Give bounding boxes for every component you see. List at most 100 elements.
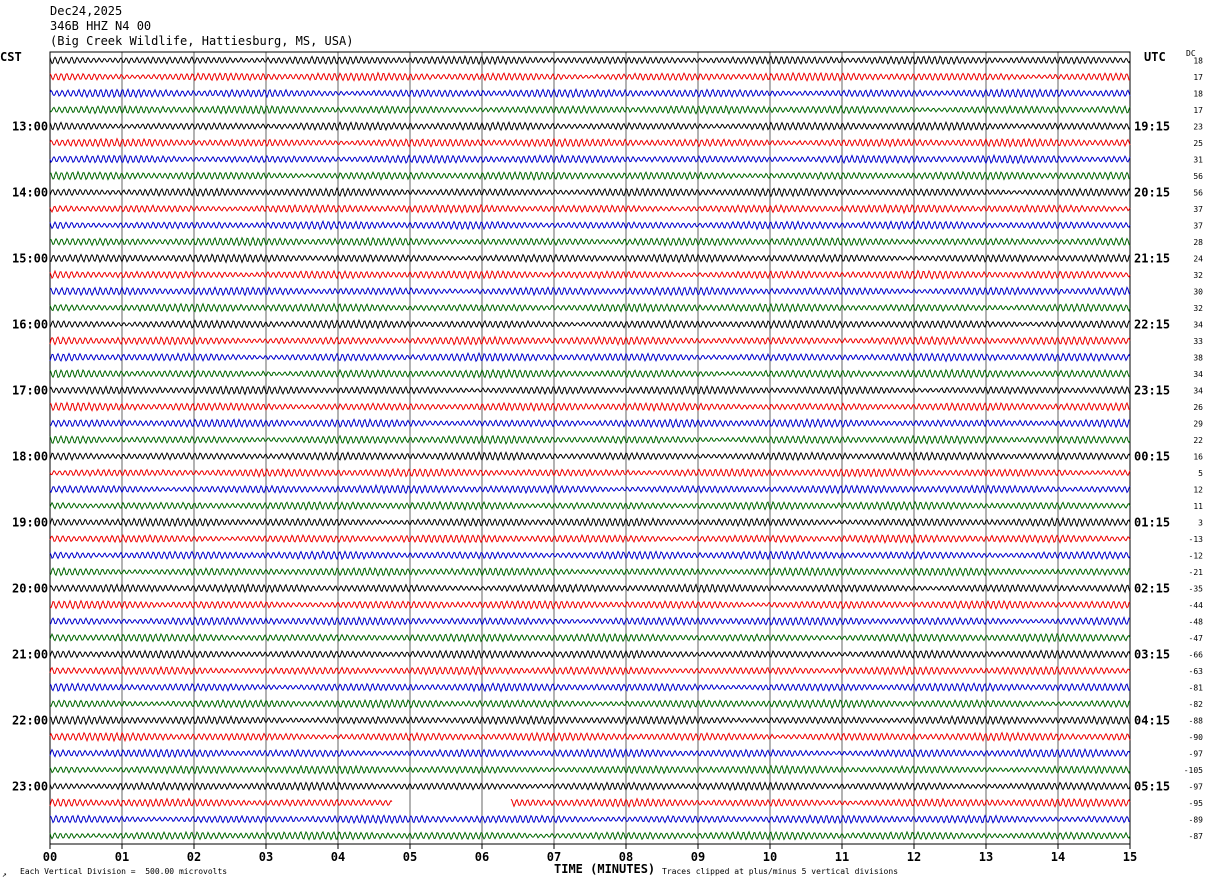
seismic-trace [49,236,1131,247]
seismic-trace [49,632,1131,644]
seismic-trace [49,153,1131,165]
x-tick-label: 04 [331,850,345,864]
x-tick-label: 07 [547,850,561,864]
dc-value: -97 [1189,749,1204,758]
station-location: (Big Creek Wildlife, Hattiesburg, MS, US… [50,34,354,48]
seismic-trace [49,830,1131,841]
right-hour-label: 02:15 [1134,581,1170,595]
dc-value: -48 [1189,617,1204,626]
seismic-trace [49,483,1131,495]
seismic-trace [49,351,1131,363]
seismic-trace [49,467,1131,478]
dc-value: 5 [1198,469,1203,478]
x-tick-label: 10 [763,850,777,864]
dc-value: -81 [1189,683,1204,692]
left-hour-label: 22:00 [12,713,48,727]
dc-value: 38 [1193,353,1203,362]
dc-value: -47 [1189,634,1204,643]
dc-value: -12 [1189,551,1204,560]
dc-value: -90 [1189,733,1204,742]
dc-value: 33 [1193,337,1203,346]
dc-value: 17 [1193,106,1203,115]
clipping-note: Traces clipped at plus/minus 5 vertical … [662,867,899,876]
x-tick-label: 02 [187,850,201,864]
seismic-trace [49,450,1131,462]
dc-value: 30 [1193,287,1203,296]
seismic-trace [49,731,1131,743]
dc-value: -87 [1189,832,1204,841]
dc-value: 11 [1193,502,1203,511]
seismic-trace [49,401,1131,412]
dc-value: -88 [1189,716,1204,725]
seismic-trace [49,120,1131,132]
plot-frame [49,51,1131,845]
x-axis-title: TIME (MINUTES) [554,862,656,876]
dc-value: 34 [1193,386,1203,395]
seismic-trace [49,649,1131,660]
seismic-trace [49,516,1131,528]
x-tick-label: 09 [691,850,705,864]
seismic-trace [49,104,1131,116]
seismic-trace [49,599,1131,611]
seismic-trace [49,187,1131,198]
x-tick-label: 12 [907,850,921,864]
seismic-trace [49,665,1131,676]
seismic-trace [49,252,1131,264]
x-tick-label: 06 [475,850,489,864]
dc-value: 16 [1193,452,1203,461]
dc-value: 3 [1198,518,1203,527]
seismic-trace [49,87,1131,99]
seismic-trace [49,385,1131,396]
x-tick-label: 11 [835,850,849,864]
x-tick-label: 08 [619,850,633,864]
seismic-trace [49,549,1131,561]
right-hour-label: 00:15 [1134,449,1170,463]
dc-value: -105 [1184,766,1203,775]
seismic-trace [49,500,1131,512]
vertical-scale-note: Each Vertical Division = 500.00 microvol… [20,867,228,876]
seismic-trace [49,286,1131,297]
seismic-trace [49,781,1131,792]
seismic-trace [49,219,1131,231]
dc-value: 25 [1193,139,1203,148]
dc-value: 18 [1193,56,1203,65]
left-hour-label: 20:00 [12,581,48,595]
seismic-trace [49,714,1131,726]
right-hour-label: 21:15 [1134,251,1170,265]
dc-value: 34 [1193,370,1203,379]
dc-value: 32 [1193,271,1203,280]
right-hour-label: 04:15 [1134,713,1170,727]
x-tick-label: 00 [43,850,57,864]
dc-value: -82 [1189,700,1204,709]
seismic-trace [49,797,1131,808]
dc-value: 26 [1193,403,1203,412]
seismic-trace [49,368,1131,380]
seismic-trace [49,137,1131,148]
seismic-trace [49,269,1131,280]
dc-value: -44 [1189,601,1204,610]
dc-value: 18 [1193,89,1203,98]
seismic-trace [49,747,1131,759]
dc-value: -97 [1189,782,1204,791]
x-tick-label: 01 [115,850,129,864]
seismic-trace [49,583,1131,594]
dc-value: 32 [1193,304,1203,313]
right-timezone-label: UTC [1144,50,1166,64]
dc-value: 31 [1193,155,1203,164]
seismic-trace [49,682,1131,693]
seismic-trace [49,170,1131,182]
dc-value: 17 [1193,73,1203,82]
seismic-trace [49,434,1131,446]
seismic-trace [49,203,1131,215]
dc-value: 24 [1193,254,1203,263]
seismic-trace [49,55,1131,66]
dc-value: -95 [1189,799,1204,808]
right-hour-label: 22:15 [1134,317,1170,331]
seismic-trace [49,698,1131,710]
dc-value: -89 [1189,815,1204,824]
dc-value: 56 [1193,188,1203,197]
left-hour-label: 16:00 [12,317,48,331]
dc-value: 22 [1193,436,1203,445]
left-hour-label: 17:00 [12,383,48,397]
